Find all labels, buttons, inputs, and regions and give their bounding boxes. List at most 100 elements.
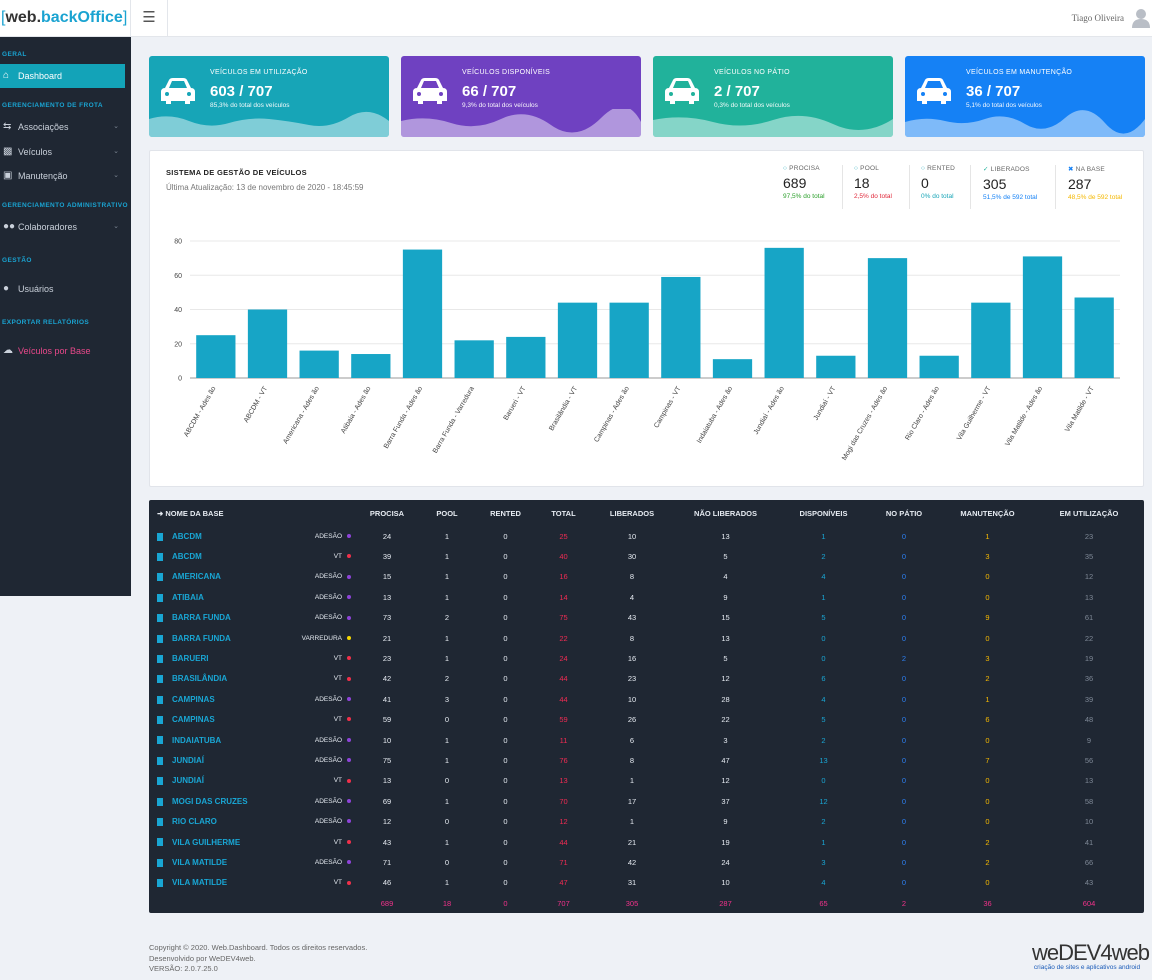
stat-label: RENTED: [927, 165, 956, 172]
base-name[interactable]: ATIBAIA: [172, 592, 204, 602]
base-name[interactable]: JUNDIAÍ: [172, 776, 205, 786]
base-name[interactable]: VILA GUILHERME: [172, 837, 241, 847]
base-name-cell[interactable]: VILA GUILHERME: [149, 832, 264, 852]
col-header-rented[interactable]: RENTED: [490, 508, 521, 518]
base-name-cell[interactable]: ABCDM: [149, 526, 264, 546]
table-row[interactable]: JUNDIAÍ VT 13 0 0 13 1 12 0 0 0 13: [149, 771, 1144, 791]
chart-bar[interactable]: [712, 359, 753, 378]
base-name-cell[interactable]: MOGI DAS CRUZES: [149, 791, 264, 811]
chart-bar[interactable]: [402, 249, 443, 378]
sidebar: GERAL ⌂ Dashboard GERENCIAMENTO DE FROTA…: [0, 37, 131, 596]
wedev4web-logo[interactable]: weDEV4web criação de sites e aplicativos…: [1032, 940, 1150, 978]
base-name[interactable]: RIO CLARO: [172, 817, 217, 827]
table-row[interactable]: ABCDM ADESÃO 24 1 0 25 10 13 1 0 1 23: [149, 526, 1144, 546]
col-header-nao-liberados[interactable]: NÃO LIBERADOS: [694, 508, 757, 518]
card-value: 66 / 707: [462, 83, 517, 100]
table-row[interactable]: JUNDIAÍ ADESÃO 75 1 0 76 8 47 13 0 7 56: [149, 750, 1144, 770]
chart-bar[interactable]: [1022, 256, 1063, 378]
chart-bar[interactable]: [867, 258, 908, 378]
chart-bar[interactable]: [764, 247, 804, 378]
base-name[interactable]: VILA MATILDE: [172, 878, 228, 888]
table-row[interactable]: VILA MATILDE VT 46 1 0 47 31 10 4 0 0 43: [149, 873, 1144, 893]
base-name-cell[interactable]: BARRA FUNDA: [149, 608, 264, 628]
base-name-cell[interactable]: BARRA FUNDA: [149, 628, 264, 648]
table-row[interactable]: VILA MATILDE ADESÃO 71 0 0 71 42 24 3 0 2 66: [149, 852, 1144, 872]
col-header-manutencao[interactable]: MANUTENÇÃO: [960, 508, 1015, 518]
base-name-cell[interactable]: ATIBAIA: [149, 587, 264, 607]
table-row[interactable]: VILA GUILHERME VT 43 1 0 44 21 19 1 0 2 41: [149, 832, 1144, 852]
chart-bar[interactable]: [816, 355, 856, 378]
base-name-cell[interactable]: BARUERI: [149, 648, 264, 668]
chart-bar[interactable]: [506, 336, 546, 378]
base-name[interactable]: CAMPINAS: [172, 715, 215, 725]
col-header-disponiveis[interactable]: DISPONÍVEIS: [799, 508, 848, 518]
chart-bar[interactable]: [454, 340, 494, 378]
table-row[interactable]: RIO CLARO ADESÃO 12 0 0 12 1 9 2 0 0 10: [149, 811, 1144, 831]
sidebar-item-associacoes[interactable]: ⇆ Associações ⌄: [0, 115, 125, 139]
base-name[interactable]: ABCDM: [172, 552, 202, 562]
base-name[interactable]: AMERICANA: [172, 572, 221, 582]
table-row[interactable]: INDAIATUBA ADESÃO 10 1 0 11 6 3 2 0 0 9: [149, 730, 1144, 750]
user-avatar-icon[interactable]: [1132, 8, 1150, 28]
col-header-pool[interactable]: POOL: [436, 508, 458, 518]
chart-bar[interactable]: [247, 309, 288, 379]
base-name[interactable]: INDAIATUBA: [172, 735, 222, 745]
base-name[interactable]: BARRA FUNDA: [172, 633, 231, 643]
base-name-cell[interactable]: VILA MATILDE: [149, 873, 264, 893]
col-header-no-patio[interactable]: NO PÁTIO: [885, 508, 923, 518]
col-header-nome-base[interactable]: ➜ NOME DA BASE: [149, 500, 264, 526]
base-name-cell[interactable]: ABCDM: [149, 546, 264, 566]
table-row[interactable]: BRASILÂNDIA VT 42 2 0 44 23 12 6 0 2 36: [149, 669, 1144, 689]
chart-bar[interactable]: [196, 335, 236, 378]
base-name[interactable]: MOGI DAS CRUZES: [172, 796, 248, 806]
sidebar-item-manutencao[interactable]: ▣ Manutenção ⌄: [0, 164, 125, 188]
brand-logo[interactable]: [web.backOffice]: [0, 0, 131, 37]
base-name[interactable]: BARRA FUNDA: [172, 613, 231, 623]
table-row[interactable]: BARUERI VT 23 1 0 24 16 5 0 2 3 19: [149, 648, 1144, 668]
base-name-cell[interactable]: RIO CLARO: [149, 811, 264, 831]
sidebar-item-veiculos-por-base[interactable]: ☁ Veículos por Base: [0, 339, 125, 363]
table-row[interactable]: MOGI DAS CRUZES ADESÃO 69 1 0 70 17 37 12 0 0 58: [149, 791, 1144, 811]
table-row[interactable]: CAMPINAS ADESÃO 41 3 0 44 10 28 4 0 1 39: [149, 689, 1144, 709]
base-name[interactable]: BARUERI: [172, 654, 209, 664]
hamburger-menu-button[interactable]: ☰: [131, 0, 168, 37]
table-row[interactable]: BARRA FUNDA ADESÃO 73 2 0 75 43 15 5 0 9 61: [149, 608, 1144, 628]
base-name[interactable]: VILA MATILDE: [172, 857, 228, 867]
chart-bar[interactable]: [971, 302, 1011, 378]
base-name[interactable]: BRASILÂNDIA: [172, 674, 228, 684]
base-name-cell[interactable]: CAMPINAS: [149, 689, 264, 709]
base-name-cell[interactable]: INDAIATUBA: [149, 730, 264, 750]
sidebar-item-colaboradores[interactable]: ●● Colaboradores ⌄: [0, 215, 125, 239]
base-name-cell[interactable]: JUNDIAÍ: [149, 750, 264, 770]
chart-bar[interactable]: [299, 350, 339, 378]
base-name[interactable]: JUNDIAÍ: [172, 755, 205, 765]
sidebar-item-usuarios[interactable]: ● Usuários: [0, 277, 125, 301]
user-name[interactable]: Tiago Oliveira: [1071, 13, 1124, 23]
sidebar-item-dashboard[interactable]: ⌂ Dashboard: [0, 64, 125, 88]
chart-bar[interactable]: [351, 354, 391, 378]
table-row[interactable]: BARRA FUNDA VARREDURA 21 1 0 22 8 13 0 0 0 22: [149, 628, 1144, 648]
chart-bar[interactable]: [919, 355, 959, 378]
chart-bar[interactable]: [557, 302, 598, 378]
sidebar-item-veiculos[interactable]: ▩ Veículos ⌄: [0, 140, 125, 164]
col-header-liberados[interactable]: LIBERADOS: [609, 508, 655, 518]
col-header-total[interactable]: TOTAL: [551, 508, 576, 518]
chart-bar[interactable]: [661, 276, 701, 378]
table-row[interactable]: CAMPINAS VT 59 0 0 59 26 22 5 0 6 48: [149, 710, 1144, 730]
base-name-cell[interactable]: CAMPINAS: [149, 710, 264, 730]
col-header-procisa[interactable]: PROCISA: [369, 508, 405, 518]
base-name-cell[interactable]: JUNDIAÍ: [149, 771, 264, 791]
base-name-cell[interactable]: BRASILÂNDIA: [149, 669, 264, 689]
chart-bar[interactable]: [609, 302, 649, 378]
base-name-cell[interactable]: AMERICANA: [149, 567, 264, 587]
chart-bar[interactable]: [1074, 297, 1114, 378]
table-row[interactable]: ATIBAIA ADESÃO 13 1 0 14 4 9 1 0 0 13: [149, 587, 1144, 607]
base-name-cell[interactable]: VILA MATILDE: [149, 852, 264, 872]
col-header-em-utilizacao[interactable]: EM UTILIZAÇÃO: [1059, 508, 1119, 518]
type-dot-icon: [347, 697, 351, 702]
table-row[interactable]: ABCDM VT 39 1 0 40 30 5 2 0 3 35: [149, 546, 1144, 566]
base-name[interactable]: ABCDM: [172, 531, 202, 541]
car-icon: ▩: [3, 146, 13, 157]
base-name[interactable]: CAMPINAS: [172, 694, 215, 704]
table-row[interactable]: AMERICANA ADESÃO 15 1 0 16 8 4 4 0 0 12: [149, 567, 1144, 587]
